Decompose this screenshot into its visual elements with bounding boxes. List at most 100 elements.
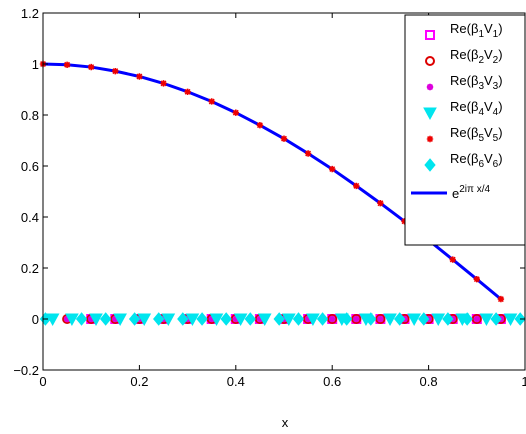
data-point [208,98,215,105]
data-point [184,88,191,95]
legend-label-part: 1 [493,29,499,40]
legend-label-part: ) [498,21,502,36]
legend-label-part: Re(β [450,73,478,88]
legend: Re(β1V1)Re(β2V2)Re(β3V3)Re(β4V4)Re(β5V5)… [404,14,526,246]
legend-label-part: e [452,186,459,201]
data-point [177,312,189,326]
legend-label: Re(β1V1) [450,21,503,40]
data-point [220,312,232,326]
data-point [341,312,353,326]
data-point [256,315,264,323]
data-point [112,67,119,75]
legend-label-part: 2 [493,55,499,66]
legend-label-part: V [484,73,493,88]
data-point [281,313,296,327]
data-point [473,276,480,283]
data-point [63,315,71,323]
legend-label-part: ) [498,151,502,166]
data-point [407,313,421,327]
x-tick-label: 1 [521,374,526,389]
data-point [442,312,454,326]
legend-label-part: 4 [493,107,499,118]
legend-label-curve: e2iπ x/4 [452,184,490,201]
data-point [377,200,384,207]
legend-marker [426,83,434,91]
data-point [431,313,446,327]
data-point [329,315,336,323]
legend-label-part: 4 [478,107,484,118]
data-point [112,315,119,323]
data-point [497,295,505,303]
legend-label-part: V [484,47,493,62]
series-6 [39,312,526,326]
y-tick-label: 1 [32,57,39,72]
data-point [256,122,264,129]
legend-marker [423,107,437,121]
x-tick-label: 0.6 [323,374,341,389]
legend-label: Re(β4V4) [450,99,503,118]
data-point [88,315,95,323]
data-point [316,312,329,326]
data-point [161,313,176,327]
data-point [490,312,502,326]
legend-label-part: ) [498,125,502,140]
data-point [63,61,71,68]
legend-label-part: 5 [493,133,499,144]
data-point [353,315,360,323]
legend-label-part: 1 [478,29,484,40]
y-tick-label: 0.2 [21,261,39,276]
data-point [100,312,112,326]
legend-label: Re(β3V3) [450,73,503,92]
y-tick-label: 0.8 [21,108,39,123]
data-point [292,312,305,326]
y-tick-label: −0.2 [13,363,39,378]
data-point [209,313,224,327]
data-point [329,165,336,173]
data-point [479,313,494,327]
legend-marker [425,30,435,40]
x-axis-label: x [282,415,289,430]
data-point [377,315,384,323]
data-point [185,313,200,327]
data-point [136,73,143,80]
data-point [449,256,456,263]
legend-label-part: V [484,125,493,140]
legend-label-part: 2iπ x/4 [459,184,490,195]
data-point [383,313,397,327]
legend-label-part: Re(β [450,99,478,114]
y-tick-label: 0.4 [21,210,39,225]
legend-marker [424,158,436,172]
data-point [304,150,312,157]
legend-label-part: Re(β [450,125,478,140]
legend-label-part: 5 [478,133,484,144]
x-tick-label: 0.2 [130,374,148,389]
legend-label-part: 6 [493,159,499,170]
data-point [473,315,480,323]
legend-label: Re(β6V6) [450,151,503,170]
plot-area [39,60,526,327]
data-point [128,312,141,326]
legend-box [404,14,526,246]
legend-label-part: V [484,21,493,36]
x-tick-label: 0.4 [227,374,245,389]
data-point [273,312,285,326]
data-point [233,313,248,327]
legend-label: Re(β5V5) [450,125,503,144]
y-tick-label: 0.6 [21,159,39,174]
x-tick-label: 0 [39,374,46,389]
legend-label-part: 3 [478,81,484,92]
data-point [65,313,79,327]
y-tick-label: 1.2 [21,6,39,21]
data-point [365,312,377,326]
legend-label-part: V [484,99,493,114]
legend-label-part: 6 [478,159,484,170]
legend-label-part: 2 [478,55,484,66]
data-point [196,312,208,326]
data-point [244,312,256,326]
data-point [257,313,272,327]
legend-label: Re(β2V2) [450,47,503,66]
data-point [160,80,167,87]
data-point [232,315,239,323]
legend-label-part: ) [498,47,502,62]
